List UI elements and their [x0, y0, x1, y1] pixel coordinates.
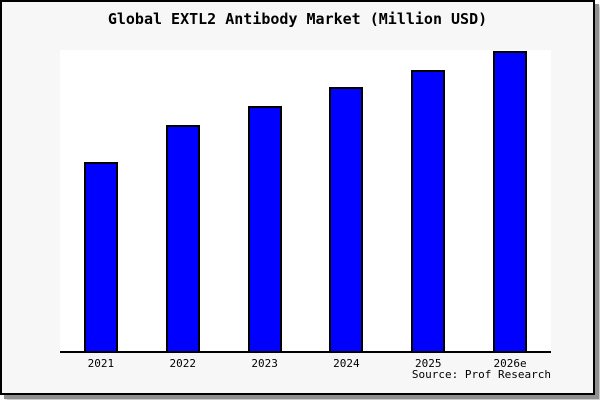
x-tick-2021: 2021 — [87, 357, 115, 370]
x-tick-2026e: 2026e — [493, 357, 527, 370]
chart-title: Global EXTL2 Antibody Market (Million US… — [107, 10, 488, 28]
chart-frame: Global EXTL2 Antibody Market (Million US… — [0, 0, 595, 395]
bar-2021 — [83, 162, 118, 351]
x-tick-2025: 2025 — [415, 357, 442, 370]
bar-2024 — [329, 87, 364, 351]
bar-2025 — [411, 70, 446, 351]
bar-2023 — [247, 106, 282, 351]
bar-2022 — [165, 125, 200, 351]
bar-2026e — [493, 51, 528, 351]
x-tick-2022: 2022 — [169, 357, 197, 370]
x-tick-2024: 2024 — [333, 357, 360, 370]
x-tick-2023: 2023 — [251, 357, 278, 370]
source-label: Source: Prof Research — [411, 368, 551, 381]
plot-area — [60, 50, 551, 353]
